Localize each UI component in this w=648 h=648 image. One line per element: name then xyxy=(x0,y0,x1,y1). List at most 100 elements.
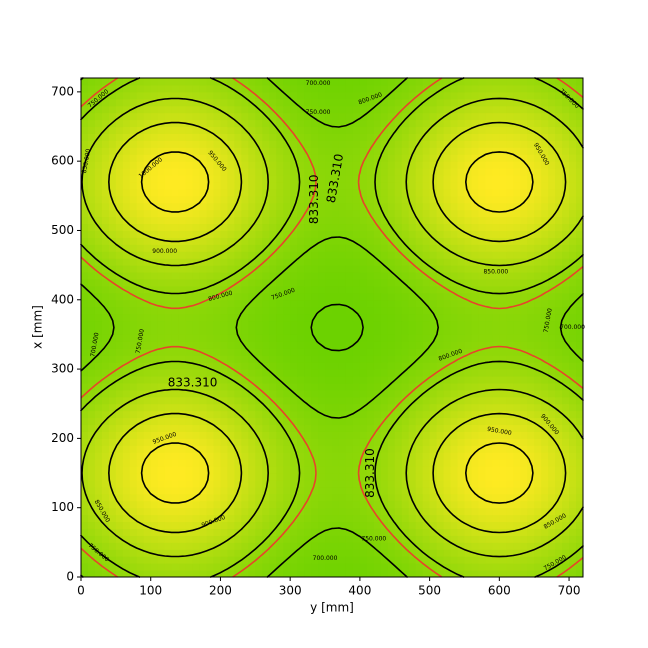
field-cell xyxy=(562,438,570,446)
field-cell xyxy=(129,445,138,453)
field-cell xyxy=(101,473,110,481)
field-cell xyxy=(220,410,228,419)
field-cell xyxy=(255,445,263,453)
field-cell xyxy=(443,98,452,107)
field-cell xyxy=(422,216,431,225)
field-cell xyxy=(394,105,403,114)
field-cell xyxy=(478,202,486,211)
field-cell xyxy=(115,424,124,432)
field-cell xyxy=(492,306,500,315)
field-cell xyxy=(192,542,201,550)
field-cell xyxy=(555,292,563,301)
field-cell xyxy=(178,362,187,370)
field-cell xyxy=(171,389,180,398)
field-cell xyxy=(157,521,166,529)
field-cell xyxy=(150,188,159,197)
field-cell xyxy=(213,493,221,502)
field-cell xyxy=(255,452,263,460)
field-cell xyxy=(352,272,361,280)
field-cell xyxy=(562,168,570,176)
field-cell xyxy=(290,327,298,335)
field-cell xyxy=(94,431,103,439)
field-cell xyxy=(562,272,570,280)
field-cell xyxy=(506,299,514,308)
field-cell xyxy=(450,570,458,578)
field-cell xyxy=(178,168,187,176)
field-cell xyxy=(562,126,570,134)
field-cell xyxy=(150,528,159,536)
field-cell xyxy=(422,188,431,197)
field-cell xyxy=(283,549,291,557)
field-cell xyxy=(269,438,277,446)
field-cell xyxy=(338,486,347,495)
field-cell xyxy=(122,466,131,474)
field-cell xyxy=(345,292,354,301)
field-cell xyxy=(401,320,410,328)
field-cell xyxy=(290,278,298,287)
field-cell xyxy=(206,306,214,315)
field-cell xyxy=(178,563,187,571)
field-cell xyxy=(541,195,549,204)
field-cell xyxy=(548,479,556,488)
field-cell xyxy=(122,362,131,370)
field-cell xyxy=(492,535,500,543)
field-cell xyxy=(157,327,166,335)
field-cell xyxy=(492,140,500,148)
field-cell xyxy=(457,278,465,287)
field-cell xyxy=(520,479,528,488)
field-cell xyxy=(192,431,201,439)
field-cell xyxy=(199,563,207,571)
field-cell xyxy=(464,306,472,315)
field-cell xyxy=(276,389,284,398)
field-cell xyxy=(562,195,570,204)
field-cell xyxy=(283,459,291,467)
field-cell xyxy=(485,98,493,107)
field-cell xyxy=(206,334,214,342)
field-cell xyxy=(415,244,424,252)
field-cell xyxy=(373,556,382,564)
field-cell xyxy=(485,126,493,134)
field-cell xyxy=(283,362,291,370)
field-cell xyxy=(513,327,521,335)
field-cell xyxy=(527,382,535,391)
field-cell xyxy=(213,154,221,162)
field-cell xyxy=(94,188,103,197)
field-cell xyxy=(415,258,424,266)
field-cell xyxy=(255,570,263,578)
field-cell xyxy=(436,202,445,211)
field-cell xyxy=(108,459,117,467)
field-cell xyxy=(143,265,152,273)
field-cell xyxy=(443,175,452,183)
field-cell xyxy=(178,334,187,342)
field-cell xyxy=(562,147,570,155)
field-cell xyxy=(276,299,284,308)
field-cell xyxy=(269,362,277,370)
field-cell xyxy=(241,376,249,384)
field-cell xyxy=(366,299,375,308)
field-cell xyxy=(401,348,410,356)
field-cell xyxy=(108,521,117,529)
field-cell xyxy=(450,175,458,183)
field-cell xyxy=(506,154,514,162)
field-cell xyxy=(262,168,270,176)
field-cell xyxy=(464,389,472,398)
field-cell xyxy=(87,140,96,148)
field-cell xyxy=(345,459,354,467)
field-cell xyxy=(192,459,201,467)
field-cell xyxy=(555,556,563,564)
field-cell xyxy=(227,431,235,439)
field-cell xyxy=(471,133,479,141)
field-cell xyxy=(311,216,319,225)
field-cell xyxy=(157,362,166,370)
field-cell xyxy=(408,556,417,564)
field-cell xyxy=(422,369,431,377)
field-cell xyxy=(129,98,138,107)
field-cell xyxy=(450,535,458,543)
field-cell xyxy=(94,376,103,384)
field-cell xyxy=(332,521,340,529)
field-cell xyxy=(345,493,354,502)
field-cell xyxy=(108,265,117,273)
field-cell xyxy=(415,500,424,509)
field-cell xyxy=(555,237,563,245)
field-cell xyxy=(157,570,166,578)
